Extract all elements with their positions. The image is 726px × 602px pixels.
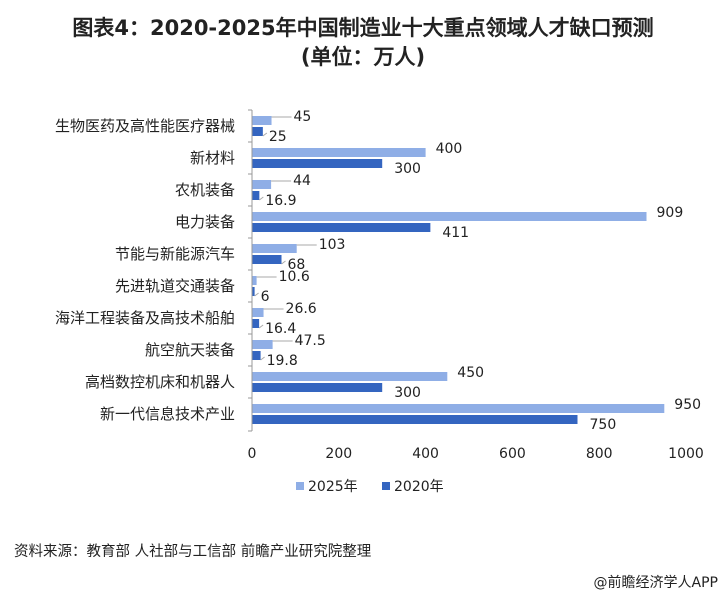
data-label: 10.6 <box>279 269 310 285</box>
bar-2020 <box>252 351 261 360</box>
category-label: 生物医药及高性能医疗器械 <box>55 117 235 135</box>
bar-2025 <box>252 180 272 189</box>
bar-2025 <box>252 276 257 285</box>
bar-chart: 生物医药及高性能医疗器械 45 25 新材料 400 300 农机装备 44 16.9 电力装备 9… <box>55 109 704 495</box>
chart-title-line1: 图表4：2020-2025年中国制造业十大重点领域人才缺口预测 <box>72 16 654 40</box>
data-label: 19.8 <box>267 353 298 369</box>
bar-2020 <box>252 319 260 328</box>
data-label: 909 <box>657 205 684 221</box>
data-label: 16.4 <box>265 321 296 337</box>
bar-2025 <box>252 116 272 125</box>
bar-2020 <box>252 287 255 296</box>
label-leader <box>254 292 259 297</box>
category-label: 节能与新能源汽车 <box>115 245 235 263</box>
bar-2020 <box>252 159 383 168</box>
category-label: 新一代信息技术产业 <box>100 405 235 423</box>
legend-label: 2025年 <box>308 479 358 495</box>
bar-2025 <box>252 372 448 381</box>
x-tick-label: 200 <box>325 446 352 462</box>
data-label: 400 <box>436 141 463 157</box>
chart-title-line2: (单位：万人) <box>300 45 426 69</box>
x-tick-label: 800 <box>586 446 613 462</box>
data-label: 47.5 <box>295 333 326 349</box>
chart-title: 图表4：2020-2025年中国制造业十大重点领域人才缺口预测 (单位：万人) <box>0 14 726 72</box>
data-label: 103 <box>319 237 346 253</box>
data-label: 16.9 <box>265 193 296 209</box>
data-label: 750 <box>590 417 617 433</box>
bar-2025 <box>252 404 665 413</box>
source-note: 资料来源：教育部 人社部与工信部 前瞻产业研究院整理 <box>14 544 372 560</box>
bar-2020 <box>252 383 383 392</box>
bar-2025 <box>252 244 297 253</box>
category-label: 新材料 <box>190 149 235 167</box>
category-label: 海洋工程装备及高技术船舶 <box>55 309 235 327</box>
legend-swatch <box>382 482 390 490</box>
bar-2025 <box>252 212 647 221</box>
label-leader <box>259 196 264 201</box>
bar-2020 <box>252 127 263 136</box>
bar-2025 <box>252 340 273 349</box>
x-tick-label: 0 <box>248 446 257 462</box>
data-label: 45 <box>294 109 312 125</box>
category-label: 电力装备 <box>175 213 235 231</box>
x-tick-label: 600 <box>499 446 526 462</box>
category-label: 农机装备 <box>175 181 235 199</box>
data-label: 6 <box>261 289 270 305</box>
data-label: 300 <box>394 161 421 177</box>
bar-2020 <box>252 191 260 200</box>
data-label: 450 <box>457 365 484 381</box>
credit-watermark: @前瞻经济学人APP <box>593 575 718 591</box>
data-label: 300 <box>394 385 421 401</box>
bar-2020 <box>252 255 282 264</box>
bar-2025 <box>252 148 426 157</box>
data-label: 411 <box>442 225 469 241</box>
data-label: 26.6 <box>286 301 317 317</box>
data-label: 44 <box>293 173 311 189</box>
bar-2020 <box>252 223 431 232</box>
legend-swatch <box>296 482 304 490</box>
bar-2020 <box>252 415 578 424</box>
label-leader <box>260 356 265 361</box>
x-tick-label: 1000 <box>668 446 704 462</box>
category-label: 航空航天装备 <box>145 341 235 359</box>
label-leader <box>281 260 286 265</box>
label-leader <box>262 132 268 137</box>
legend-label: 2020年 <box>394 479 444 495</box>
category-label: 先进轨道交通装备 <box>115 277 235 295</box>
bar-2025 <box>252 308 264 317</box>
label-leader <box>258 324 264 329</box>
category-label: 高档数控机床和机器人 <box>85 373 235 391</box>
data-label: 25 <box>269 129 287 145</box>
x-tick-label: 400 <box>412 446 439 462</box>
data-label: 68 <box>288 257 306 273</box>
data-label: 950 <box>674 397 701 413</box>
